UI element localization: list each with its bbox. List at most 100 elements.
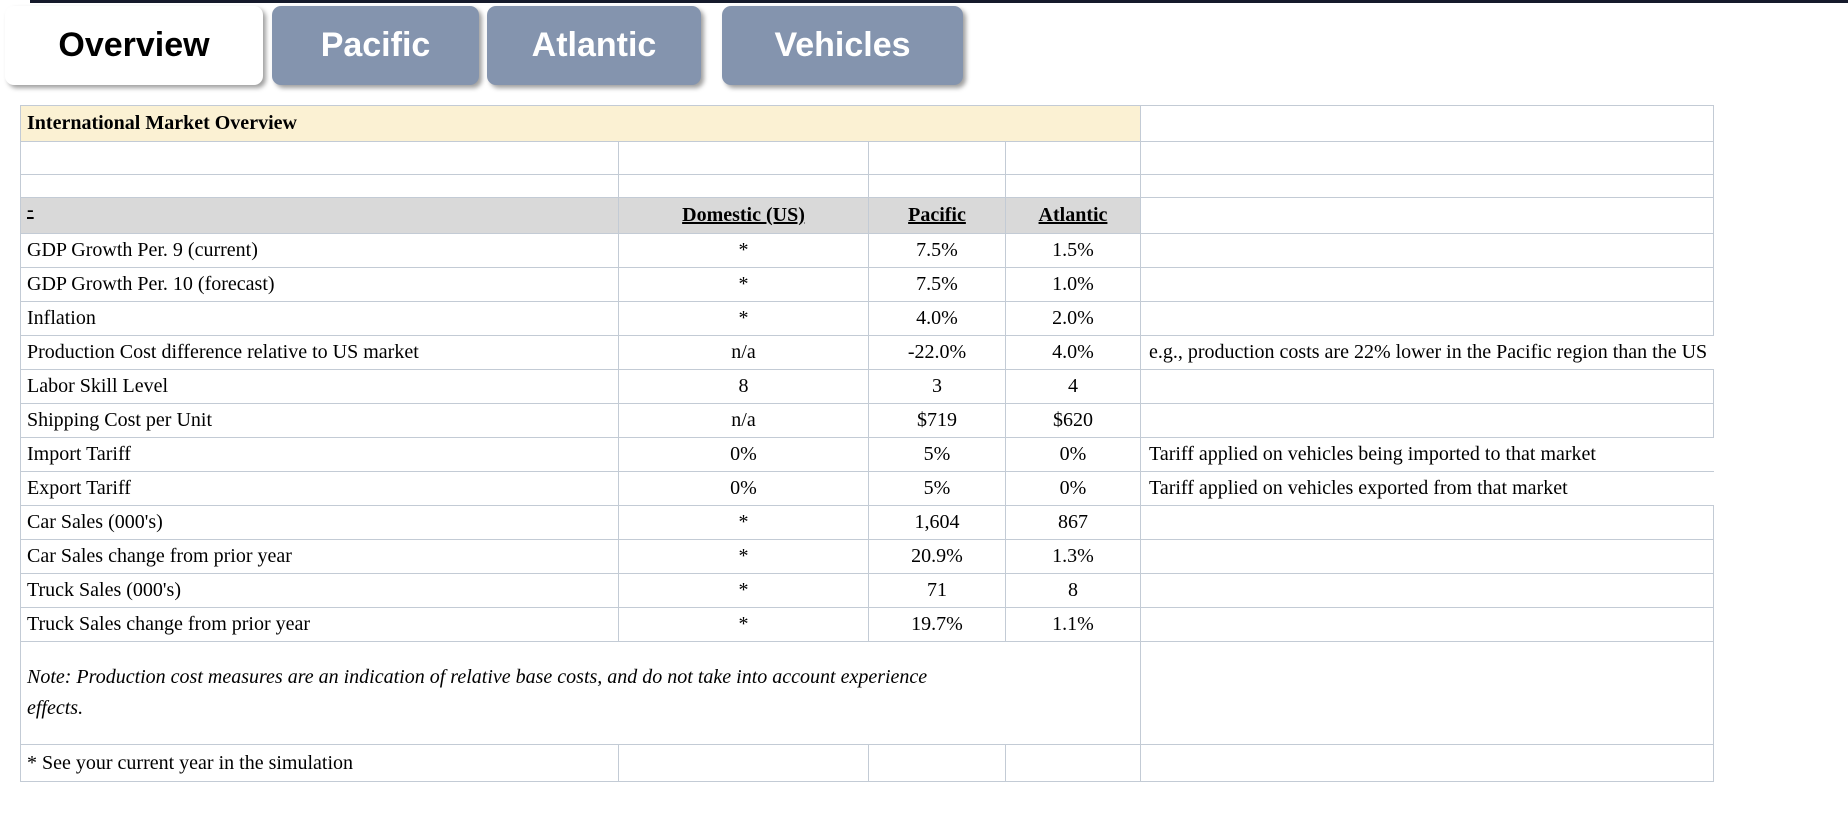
- domestic-value: *: [618, 267, 869, 302]
- column-header-pacific: Pacific: [868, 197, 1006, 234]
- pacific-value: 20.9%: [868, 539, 1006, 574]
- domestic-value: *: [618, 301, 869, 336]
- empty-cell: [1139, 197, 1715, 234]
- domestic-value: *: [618, 233, 869, 268]
- row-note: [1139, 539, 1715, 574]
- atlantic-value: 1.0%: [1005, 267, 1141, 302]
- domestic-value: 0%: [618, 437, 869, 472]
- row-label: GDP Growth Per. 9 (current): [20, 233, 619, 268]
- row-note: [1139, 267, 1715, 302]
- atlantic-value: 0%: [1005, 471, 1141, 506]
- empty-cell: [20, 174, 619, 198]
- pacific-value: 3: [868, 369, 1006, 404]
- table-title: International Market Overview: [20, 105, 1141, 142]
- pacific-value: $719: [868, 403, 1006, 438]
- table-row: Labor Skill Level 8 3 4: [20, 369, 1715, 404]
- atlantic-value: 1.1%: [1005, 607, 1141, 642]
- row-label: Car Sales change from prior year: [20, 539, 619, 574]
- tab-atlantic[interactable]: Atlantic: [487, 6, 701, 85]
- row-label: GDP Growth Per. 10 (forecast): [20, 267, 619, 302]
- domestic-value: 8: [618, 369, 869, 404]
- table-body: GDP Growth Per. 9 (current) * 7.5% 1.5% …: [20, 233, 1715, 642]
- empty-cell: [618, 744, 869, 782]
- atlantic-value: 2.0%: [1005, 301, 1141, 336]
- row-label: Labor Skill Level: [20, 369, 619, 404]
- atlantic-value: 4: [1005, 369, 1141, 404]
- table-row: GDP Growth Per. 9 (current) * 7.5% 1.5%: [20, 233, 1715, 268]
- tab-bar: Overview Pacific Atlantic Vehicles: [5, 6, 963, 85]
- top-divider: [30, 0, 1848, 3]
- pacific-value: -22.0%: [868, 335, 1006, 370]
- row-note: Tariff applied on vehicles exported from…: [1139, 471, 1714, 506]
- row-note: [1139, 233, 1715, 268]
- tab-overview[interactable]: Overview: [5, 6, 263, 85]
- spacer-row: [20, 174, 1715, 198]
- empty-cell: [20, 141, 619, 175]
- domestic-value: *: [618, 539, 869, 574]
- atlantic-value: 4.0%: [1005, 335, 1141, 370]
- row-note: Tariff applied on vehicles being importe…: [1139, 437, 1714, 472]
- footnote-row: * See your current year in the simulatio…: [20, 744, 1715, 782]
- atlantic-value: 1.3%: [1005, 539, 1141, 574]
- asterisk-footnote: * See your current year in the simulatio…: [20, 744, 619, 782]
- domestic-value: n/a: [618, 403, 869, 438]
- empty-cell: [1005, 744, 1141, 782]
- row-label: Truck Sales (000's): [20, 573, 619, 608]
- row-note: [1139, 369, 1715, 404]
- atlantic-value: 867: [1005, 505, 1141, 540]
- tab-vehicles[interactable]: Vehicles: [722, 6, 963, 85]
- pacific-value: 5%: [868, 437, 1006, 472]
- row-label: Import Tariff: [20, 437, 619, 472]
- column-header-domestic: Domestic (US): [618, 197, 869, 234]
- row-note: [1139, 301, 1715, 336]
- pacific-value: 4.0%: [868, 301, 1006, 336]
- note-row: Note: Production cost measures are an in…: [20, 641, 1715, 745]
- domestic-value: n/a: [618, 335, 869, 370]
- tab-vehicles-label: Vehicles: [774, 26, 911, 64]
- domestic-value: *: [618, 505, 869, 540]
- market-overview-sheet: International Market Overview - Domestic…: [20, 105, 1715, 782]
- tab-pacific[interactable]: Pacific: [272, 6, 479, 85]
- pacific-value: 7.5%: [868, 233, 1006, 268]
- empty-cell: [1139, 105, 1715, 142]
- header-row: - Domestic (US) Pacific Atlantic: [20, 197, 1715, 234]
- empty-cell: [618, 174, 869, 198]
- empty-cell: [868, 744, 1006, 782]
- table-row: Car Sales change from prior year * 20.9%…: [20, 539, 1715, 574]
- row-label: Inflation: [20, 301, 619, 336]
- row-label: Export Tariff: [20, 471, 619, 506]
- table-row: Shipping Cost per Unit n/a $719 $620: [20, 403, 1715, 438]
- empty-cell: [618, 141, 869, 175]
- domestic-value: *: [618, 573, 869, 608]
- pacific-value: 71: [868, 573, 1006, 608]
- table-row: Production Cost difference relative to U…: [20, 335, 1714, 370]
- empty-cell: [868, 174, 1006, 198]
- row-label: Truck Sales change from prior year: [20, 607, 619, 642]
- table-row: Car Sales (000's) * 1,604 867: [20, 505, 1715, 540]
- table-row: Import Tariff 0% 5% 0% Tariff applied on…: [20, 437, 1714, 472]
- spacer-row: [20, 141, 1715, 175]
- empty-cell: [868, 141, 1006, 175]
- atlantic-value: 1.5%: [1005, 233, 1141, 268]
- pacific-value: 19.7%: [868, 607, 1006, 642]
- row-label: Car Sales (000's): [20, 505, 619, 540]
- atlantic-value: $620: [1005, 403, 1141, 438]
- market-overview-table: International Market Overview - Domestic…: [20, 105, 1715, 782]
- table-row: Truck Sales change from prior year * 19.…: [20, 607, 1715, 642]
- production-cost-note: Note: Production cost measures are an in…: [20, 641, 1141, 745]
- row-note: [1139, 505, 1715, 540]
- row-note: [1139, 403, 1715, 438]
- empty-cell: [1139, 641, 1715, 745]
- empty-cell: [1005, 141, 1141, 175]
- row-label: Production Cost difference relative to U…: [20, 335, 619, 370]
- tab-overview-label: Overview: [58, 26, 210, 64]
- row-note: [1139, 573, 1715, 608]
- empty-cell: [1005, 174, 1141, 198]
- row-label: Shipping Cost per Unit: [20, 403, 619, 438]
- empty-cell: [1139, 174, 1715, 198]
- empty-cell: [1139, 744, 1715, 782]
- row-note: e.g., production costs are 22% lower in …: [1139, 335, 1714, 370]
- title-row: International Market Overview: [20, 105, 1715, 142]
- atlantic-value: 8: [1005, 573, 1141, 608]
- column-header-row-labels: -: [20, 197, 619, 234]
